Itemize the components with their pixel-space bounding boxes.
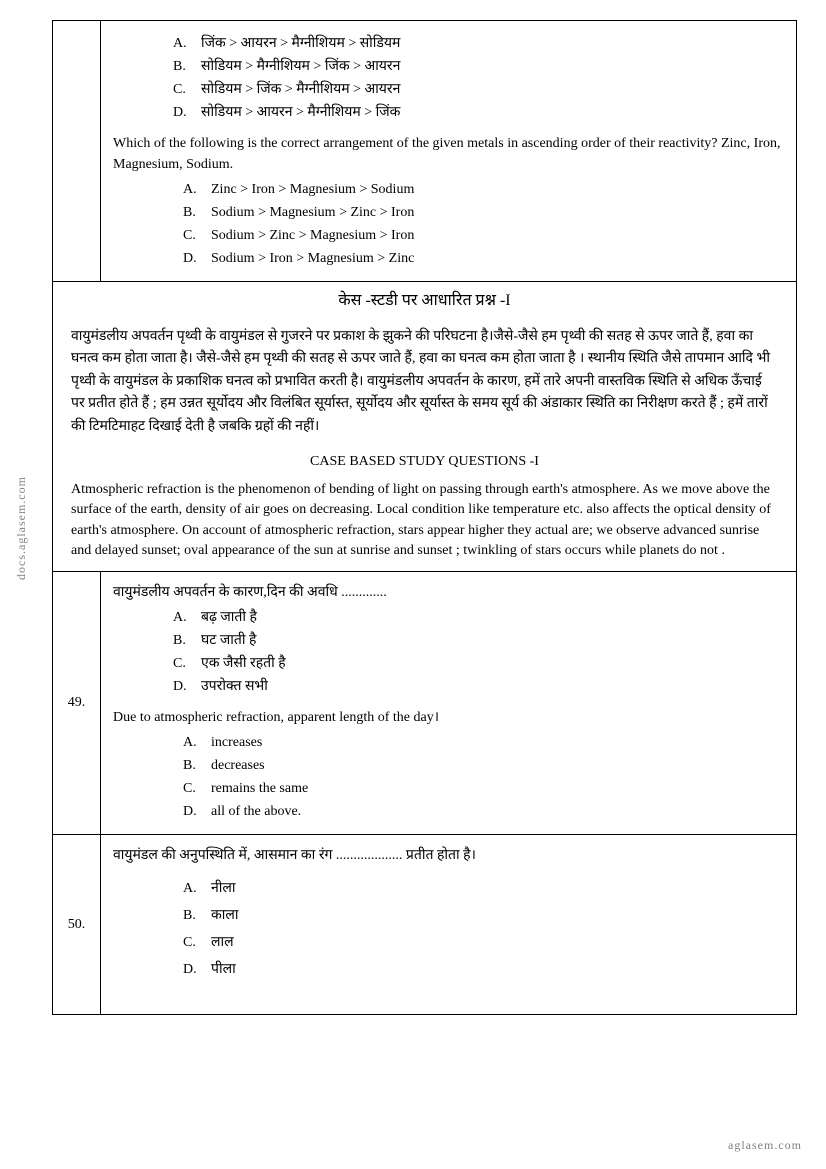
option-letter: A. — [173, 607, 201, 628]
option-text: all of the above. — [211, 801, 301, 822]
question-body: वायुमंडलीय अपवर्तन के कारण,दिन की अवधि .… — [101, 572, 796, 834]
hindi-options: A.नीला B.काला C.लाल D.पीला — [183, 878, 784, 980]
option-letter: D. — [183, 959, 211, 980]
option-letter: B. — [173, 630, 201, 651]
option-letter: A. — [183, 732, 211, 753]
option-text: सोडियम > आयरन > मैग्नीशियम > जिंक — [201, 102, 400, 123]
option-text: Zinc > Iron > Magnesium > Sodium — [211, 179, 414, 200]
option-text: Sodium > Iron > Magnesium > Zinc — [211, 248, 414, 269]
watermark-left: docs.aglasem.com — [14, 476, 29, 580]
option-text: बढ़ जाती है — [201, 607, 257, 628]
case-title-english: CASE BASED STUDY QUESTIONS -I — [53, 454, 796, 470]
english-stem: Due to atmospheric refraction, apparent … — [113, 707, 784, 728]
option-letter: D. — [173, 102, 201, 123]
option-letter: A. — [173, 33, 201, 54]
hindi-options: A.जिंक > आयरन > मैग्नीशियम > सोडियम B.सो… — [173, 33, 784, 123]
question-body: वायुमंडल की अनुपस्थिति में, आसमान का रंग… — [101, 835, 796, 1014]
english-options: A.increases B.decreases C.remains the sa… — [183, 732, 784, 822]
question-49-row: 49. वायुमंडलीय अपवर्तन के कारण,दिन की अव… — [53, 572, 796, 835]
question-body: A.जिंक > आयरन > मैग्नीशियम > सोडियम B.सो… — [101, 21, 796, 281]
option-letter: D. — [183, 248, 211, 269]
option-text: काला — [211, 905, 239, 926]
case-body-hindi: वायुमंडलीय अपवर्तन पृथ्वी के वायुमंडल से… — [53, 316, 796, 448]
document-page: A.जिंक > आयरन > मैग्नीशियम > सोडियम B.सो… — [52, 20, 797, 1015]
hindi-stem: वायुमंडलीय अपवर्तन के कारण,दिन की अवधि .… — [113, 582, 784, 603]
option-text: जिंक > आयरन > मैग्नीशियम > सोडियम — [201, 33, 400, 54]
option-text: एक जैसी रहती है — [201, 653, 286, 674]
question-number-cell — [53, 21, 101, 281]
option-text: नीला — [211, 878, 236, 899]
watermark-bottom: aglasem.com — [728, 1138, 802, 1153]
hindi-options: A.बढ़ जाती है B.घट जाती है C.एक जैसी रहत… — [173, 607, 784, 697]
option-letter: B. — [183, 202, 211, 223]
option-text: उपरोक्त सभी — [201, 676, 268, 697]
option-letter: B. — [173, 56, 201, 77]
option-text: सोडियम > जिंक > मैग्नीशियम > आयरन — [201, 79, 400, 100]
option-letter: A. — [183, 878, 211, 899]
option-text: घट जाती है — [201, 630, 256, 651]
option-text: increases — [211, 732, 262, 753]
option-text: Sodium > Zinc > Magnesium > Iron — [211, 225, 414, 246]
case-body-english: Atmospheric refraction is the phenomenon… — [53, 476, 796, 571]
case-title-hindi: केस -स्टडी पर आधारित प्रश्न -I — [53, 288, 796, 310]
option-letter: C. — [183, 932, 211, 953]
option-letter: B. — [183, 905, 211, 926]
option-letter: C. — [173, 79, 201, 100]
case-study-row: केस -स्टडी पर आधारित प्रश्न -I वायुमंडली… — [53, 288, 796, 572]
question-row-top: A.जिंक > आयरन > मैग्नीशियम > सोडियम B.सो… — [53, 21, 796, 282]
option-letter: B. — [183, 755, 211, 776]
option-letter: D. — [173, 676, 201, 697]
option-text: लाल — [211, 932, 234, 953]
option-letter: D. — [183, 801, 211, 822]
option-letter: C. — [173, 653, 201, 674]
hindi-stem: वायुमंडल की अनुपस्थिति में, आसमान का रंग… — [113, 845, 784, 866]
english-stem: Which of the following is the correct ar… — [113, 133, 784, 175]
option-letter: A. — [183, 179, 211, 200]
english-options: A.Zinc > Iron > Magnesium > Sodium B.Sod… — [183, 179, 784, 269]
option-text: decreases — [211, 755, 265, 776]
option-text: remains the same — [211, 778, 308, 799]
question-number: 49. — [53, 572, 101, 834]
question-50-row: 50. वायुमंडल की अनुपस्थिति में, आसमान का… — [53, 835, 796, 1014]
option-letter: C. — [183, 225, 211, 246]
question-number: 50. — [53, 835, 101, 1014]
option-text: सोडियम > मैग्नीशियम > जिंक > आयरन — [201, 56, 400, 77]
option-letter: C. — [183, 778, 211, 799]
option-text: Sodium > Magnesium > Zinc > Iron — [211, 202, 414, 223]
option-text: पीला — [211, 959, 236, 980]
